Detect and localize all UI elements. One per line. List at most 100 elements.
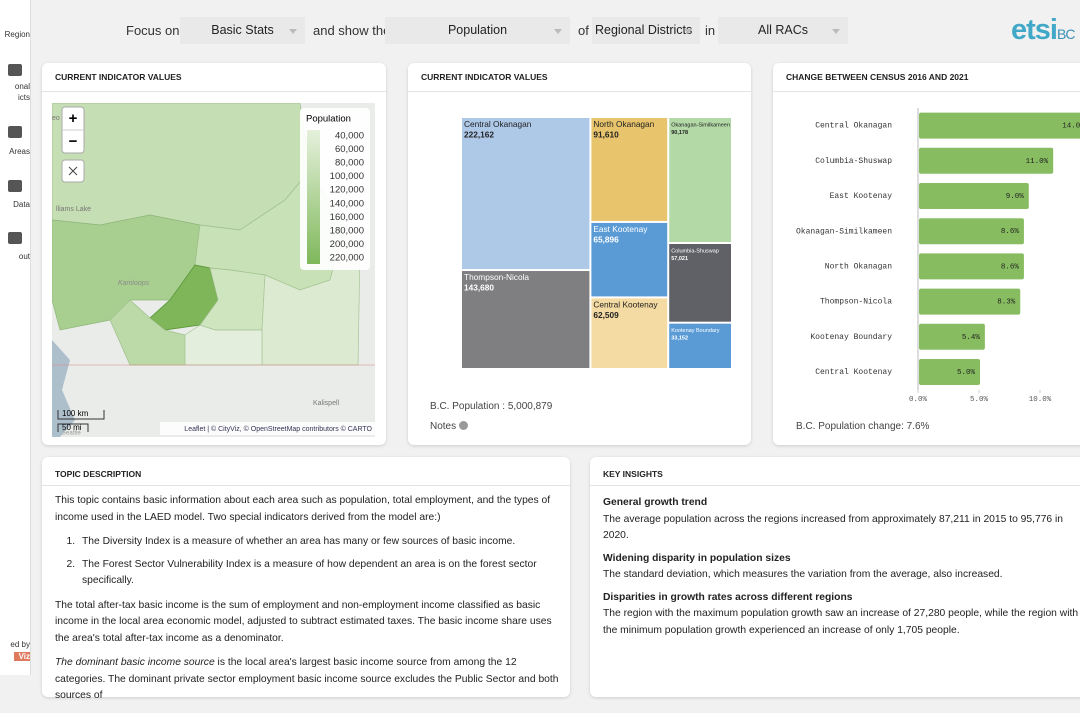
nav-label[interactable]: Region (4, 30, 30, 39)
cell-label: Columbia-Shuswap (671, 248, 719, 254)
footer-brand: Viz (14, 652, 30, 661)
legend-gradient (307, 130, 320, 264)
place-label: Kamloops (118, 280, 150, 287)
value-label: 8.6% (1001, 263, 1020, 271)
charts: 40,000 60,000 80,000 100,000 120,000 140,000 1… (330, 108, 1080, 404)
insights-body: General growth trend The average populat… (603, 489, 1080, 639)
chart-layer: eo lliams Lake Kamloops Kalispell Seattl… (52, 103, 1080, 437)
treemap-cell (591, 222, 668, 297)
treemap-cell (591, 298, 668, 368)
paragraph: This topic contains basic information ab… (55, 495, 551, 523)
nav-icon (8, 126, 22, 138)
label: Focus on (126, 23, 180, 38)
panel-header (408, 63, 751, 92)
nav-label[interactable]: Data (13, 200, 30, 209)
nav-icon (8, 180, 22, 192)
dropdown[interactable]: All RACs (718, 17, 848, 44)
panel-header (773, 63, 1080, 92)
scale-label: 100 km (62, 409, 89, 418)
logo[interactable]: etsiBC (1011, 14, 1075, 47)
footer: B.C. Population : 5,000,879 (430, 401, 553, 412)
cell-value: 62,509 (593, 310, 619, 320)
bar (919, 359, 980, 385)
cell-label: Okanagan-Similkameen (671, 122, 730, 128)
dropdown[interactable]: Basic Stats (180, 17, 305, 44)
value-label: 11.0% (1026, 158, 1049, 166)
insight-text: The standard deviation, which measures t… (603, 569, 1003, 580)
cell-label: East Kootenay (593, 224, 648, 234)
legend-label: 200,000 (330, 239, 364, 250)
list-item: The Diversity Index is a measure of whet… (78, 534, 560, 551)
dropdown-value: Basic Stats (211, 23, 274, 37)
bar (919, 147, 1054, 174)
notes[interactable]: Notes (430, 421, 468, 432)
y-tick-label: Central Okanagan (815, 122, 892, 131)
cell-label: North Okanagan (593, 119, 654, 129)
insight-text: The region with the maximum population g… (603, 608, 1079, 636)
legend-label: 140,000 (330, 198, 364, 209)
cell-value: 91,610 (593, 129, 619, 139)
value-label: 5.0% (957, 369, 976, 377)
logo-sub: BC (1056, 26, 1075, 42)
value-label: 14.0% (1062, 123, 1080, 131)
notes-label: Notes (430, 421, 457, 432)
cell-label: Central Kootenay (593, 300, 658, 310)
bar (919, 112, 1080, 139)
legend-label: 100,000 (330, 171, 364, 182)
footer: B.C. Population change: 7.6% (796, 421, 930, 432)
nav-label[interactable]: onal (14, 82, 30, 91)
logo-main: etsi (1011, 14, 1058, 46)
value-label: 8.3% (997, 299, 1016, 307)
panel-title: TOPIC DESCRIPTION (55, 469, 142, 479)
y-tick-label: Central Kootenay (815, 368, 892, 377)
scale-km (57, 410, 105, 420)
label: of (578, 23, 589, 38)
footer-label: ed by (10, 640, 30, 649)
info-icon[interactable] (458, 421, 468, 430)
nav-label[interactable]: out (18, 252, 30, 261)
nav-label[interactable]: Areas (9, 147, 30, 156)
y-tick-label: Thompson-Nicola (820, 298, 892, 307)
legend-label: 180,000 (330, 225, 364, 236)
insight-heading: Disparities in growth rates across diffe… (603, 591, 853, 603)
bar (919, 218, 1024, 245)
nav-label[interactable]: icts (18, 93, 30, 102)
legend-label: 60,000 (335, 144, 364, 155)
dropdown-value: Population (447, 23, 508, 37)
x-tick-label: 5.0% (970, 396, 989, 404)
y-tick-label: North Okanagan (825, 263, 892, 272)
legend-label: 160,000 (330, 212, 364, 223)
place-label: eo (52, 115, 60, 122)
legend-label: 40,000 (335, 131, 364, 142)
fullscreen-icon (68, 166, 78, 176)
legend-label: 120,000 (330, 185, 364, 196)
cell-label: Kootenay Boundary (671, 328, 720, 334)
treemap-cell (669, 244, 731, 322)
dropdown-value: All RACs (757, 23, 808, 37)
paragraph: The total after-tax basic income is the … (55, 599, 552, 644)
zoom-out[interactable]: − (69, 133, 78, 150)
x-tick-label: 10.0% (1029, 396, 1052, 404)
legend-title: Population (306, 114, 351, 125)
cell-label: Thompson-Nicola (464, 272, 529, 282)
panel-title: CURRENT INDICATOR VALUES (421, 72, 548, 82)
cell-value: 65,896 (593, 234, 619, 244)
attribution-bg (160, 422, 375, 435)
sidebar: Region onal icts Areas Data out ed by Vi… (0, 0, 31, 675)
zoom-in[interactable]: + (69, 110, 78, 127)
zoom-control: + − (61, 106, 85, 183)
region[interactable] (184, 324, 263, 366)
bar (919, 253, 1024, 280)
legend-label: 220,000 (330, 253, 364, 264)
place-label: Kalispell (313, 400, 340, 407)
dropdown[interactable]: Regional Districts (592, 17, 700, 44)
cell-label: Central Okanagan (464, 119, 532, 129)
treemap-cell (591, 118, 668, 221)
cell-value: 90,178 (671, 130, 688, 136)
attribution[interactable]: Leaflet | © CityViz, © OpenStreetMap con… (184, 425, 372, 433)
place-label: Seattle (62, 431, 81, 437)
panel-title: KEY INSIGHTS (603, 469, 663, 479)
cell-value: 33,152 (671, 336, 688, 342)
dropdown[interactable]: Population (385, 17, 570, 44)
insight-heading: General growth trend (603, 497, 708, 508)
